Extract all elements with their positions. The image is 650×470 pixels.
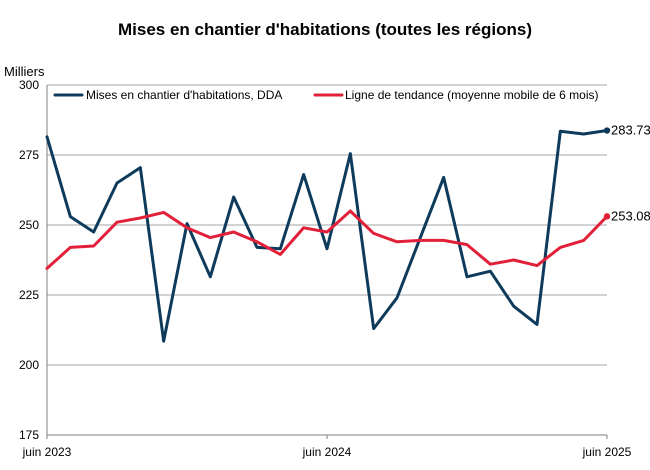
legend-label-2: Ligne de tendance (moyenne mobile de 6 m… [345,88,599,102]
y-tick-label-225: 225 [19,288,39,302]
axes: 175 200 225 250 275 300 juin 2023 juin 2024 juin… [19,78,632,459]
y-tick-label-175: 175 [19,428,39,442]
legend: Mises en chantier d'habitations, DDA Lign… [53,88,599,102]
series-line-2 [45,209,609,270]
y-tick-label-275: 275 [19,148,39,162]
x-tick-label-2023-06: juin 2023 [22,445,72,459]
series-line-1 [45,129,609,343]
y-tick-label-250: 250 [19,218,39,232]
series-lines: 283.734 253.081 [45,123,650,343]
gridlines [47,84,607,436]
series-end-marker-2 [603,213,611,220]
y-axis-unit-label: Milliers [4,64,45,79]
series-end-label-1: 283.734 [611,123,650,138]
y-tick-label-200: 200 [19,358,39,372]
x-tick-label-2024-06: juin 2024 [302,445,352,459]
legend-label-1: Mises en chantier d'habitations, DDA [86,88,282,102]
y-tick-label-300: 300 [19,78,39,92]
series-end-marker-1 [603,127,611,134]
x-tick-label-2025-06: juin 2025 [582,445,632,459]
chart-title: Mises en chantier d'habitations (toutes … [117,20,532,39]
series-end-label-2: 253.081 [611,208,650,223]
